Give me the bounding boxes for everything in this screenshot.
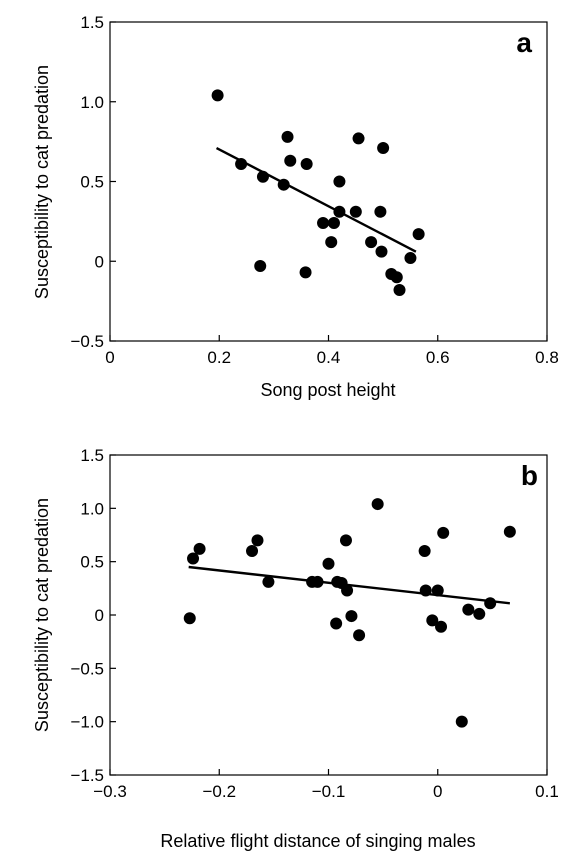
panel-b-data-point — [193, 542, 206, 555]
panel-a-data-point — [281, 130, 294, 143]
panel-a-x-axis-label: Song post height — [260, 380, 395, 400]
panel-a-y-axis-label: Susceptibility to cat predation — [32, 65, 52, 299]
panel-a-data-point — [365, 236, 378, 249]
panel-b-y-tick-labels: −1.5 −1.0 −0.5 0 0.5 1.0 1.5 — [70, 446, 104, 785]
panel-b-x-tick-label: −0.1 — [312, 782, 346, 801]
panel-b-data-point — [251, 534, 264, 547]
panel-b: −0.3 −0.2 −0.1 0 0.1 −1.5−1.0−0.500.51.01.5 … — [32, 446, 559, 851]
panel-b-y-axis-label: Susceptibility to cat predation — [32, 498, 52, 732]
panel-b-data-point — [484, 597, 497, 610]
panel-b-data-point — [246, 545, 259, 557]
panel-b-data-point — [418, 545, 431, 557]
panel-a-data-point — [284, 154, 297, 167]
panel-b-y-ticks — [110, 454, 116, 776]
panel-a-data-point — [325, 236, 338, 249]
panel-b-x-tick-labels: −0.3 −0.2 −0.1 0 0.1 — [93, 782, 559, 801]
panel-a-x-tick-label: 0.8 — [535, 348, 559, 367]
panel-a-data-point — [235, 157, 248, 170]
panel-b-letter: b — [521, 460, 538, 491]
panel-a-data-point — [333, 175, 346, 188]
panel-b-data-point — [462, 603, 475, 616]
panel-b-data-point — [339, 534, 352, 547]
panel-a-data-point — [412, 228, 425, 241]
panel-b-y-tick-label: 1.0 — [80, 499, 104, 518]
panel-b-data-point — [341, 584, 354, 597]
panel-a-x-tick-label: 0.2 — [207, 348, 231, 367]
panel-b-data-point — [187, 552, 200, 565]
panel-a-data-point — [300, 157, 313, 170]
panel-b-y-tick-label: −0.5 — [70, 659, 104, 678]
panel-b-y-tick-label: −1.0 — [70, 713, 104, 732]
panel-a-data-point — [393, 283, 406, 296]
panel-a-data-point — [299, 266, 312, 279]
panel-b-y-tick-label: 0.5 — [80, 553, 104, 572]
panel-a-x-tick-label: 0.4 — [317, 348, 341, 367]
panel-a-x-tick-label: 0 — [105, 348, 114, 367]
panel-a-data-point — [349, 205, 362, 218]
panel-a-y-ticks — [110, 21, 116, 342]
panel-b-x-tick-label: 0.1 — [535, 782, 559, 801]
panel-a-fit-line — [215, 146, 417, 253]
panel-a-x-tick-label: 0.6 — [426, 348, 450, 367]
panel-b-points — [183, 498, 516, 728]
panel-a-x-ticks — [109, 335, 548, 341]
panel-b-data-point — [322, 557, 335, 570]
panel-b-data-point — [435, 620, 448, 633]
panel-a-data-point — [352, 132, 365, 145]
panel-a-y-tick-labels: −0.5 0 0.5 1.0 1.5 — [70, 13, 104, 351]
panel-a-y-tick-label: 1.5 — [80, 13, 104, 32]
panel-b-data-point — [419, 584, 432, 597]
panel-b-x-ticks — [109, 769, 548, 775]
panel-b-data-point — [371, 498, 384, 511]
panel-a-data-point — [327, 216, 340, 229]
panel-a-y-tick-label: −0.5 — [70, 332, 104, 351]
panel-a-data-point — [404, 252, 417, 265]
panel-a-data-point — [333, 205, 346, 218]
panel-b-data-point — [473, 607, 486, 620]
panel-b-x-tick-label: −0.3 — [93, 782, 127, 801]
panel-a-data-point — [374, 205, 387, 218]
panel-b-y-tick-label: 0 — [95, 606, 104, 625]
panel-a-data-point — [254, 260, 267, 273]
panel-a-points — [211, 89, 425, 296]
panel-b-x-axis-label: Relative flight distance of singing male… — [160, 831, 475, 851]
panel-a-frame — [109, 21, 548, 342]
panel-a-letter: a — [516, 27, 532, 58]
panel-a-data-point — [317, 216, 330, 229]
panel-b-data-point — [330, 617, 343, 630]
panel-b-y-tick-label: 1.5 — [80, 446, 104, 465]
panel-a: 0 0.2 0.4 0.6 0.8 −0.500.51.01.5 a Song post… — [32, 13, 559, 400]
panel-b-data-point — [345, 610, 358, 623]
panel-a-x-tick-labels: 0 0.2 0.4 0.6 0.8 — [105, 348, 559, 367]
panel-a-data-point — [277, 178, 290, 191]
panel-b-data-point — [183, 612, 196, 625]
panel-a-data-point — [375, 245, 388, 258]
panel-b-data-point — [431, 584, 444, 597]
panel-b-x-tick-label: −0.2 — [202, 782, 236, 801]
panel-b-y-tick-label: −1.5 — [70, 766, 104, 785]
panel-a-y-tick-label: 1.0 — [80, 93, 104, 112]
panel-b-data-point — [426, 614, 439, 627]
panel-b-data-point — [437, 526, 450, 539]
panel-a-fit — [215, 146, 417, 253]
panel-a-data-point — [390, 271, 403, 284]
panel-a-y-tick-label: 0 — [95, 252, 104, 271]
panel-a-y-tick-label: 0.5 — [80, 173, 104, 192]
panel-b-x-tick-label: 0 — [433, 782, 442, 801]
panel-b-data-point — [455, 715, 468, 728]
panel-b-data-point — [262, 575, 275, 588]
panel-a-data-point — [211, 89, 224, 102]
panel-a-data-point — [377, 142, 390, 155]
panel-b-data-point — [353, 629, 366, 642]
panel-b-data-point — [503, 525, 516, 538]
panel-b-data-point — [311, 575, 324, 588]
panel-a-data-point — [256, 170, 269, 183]
